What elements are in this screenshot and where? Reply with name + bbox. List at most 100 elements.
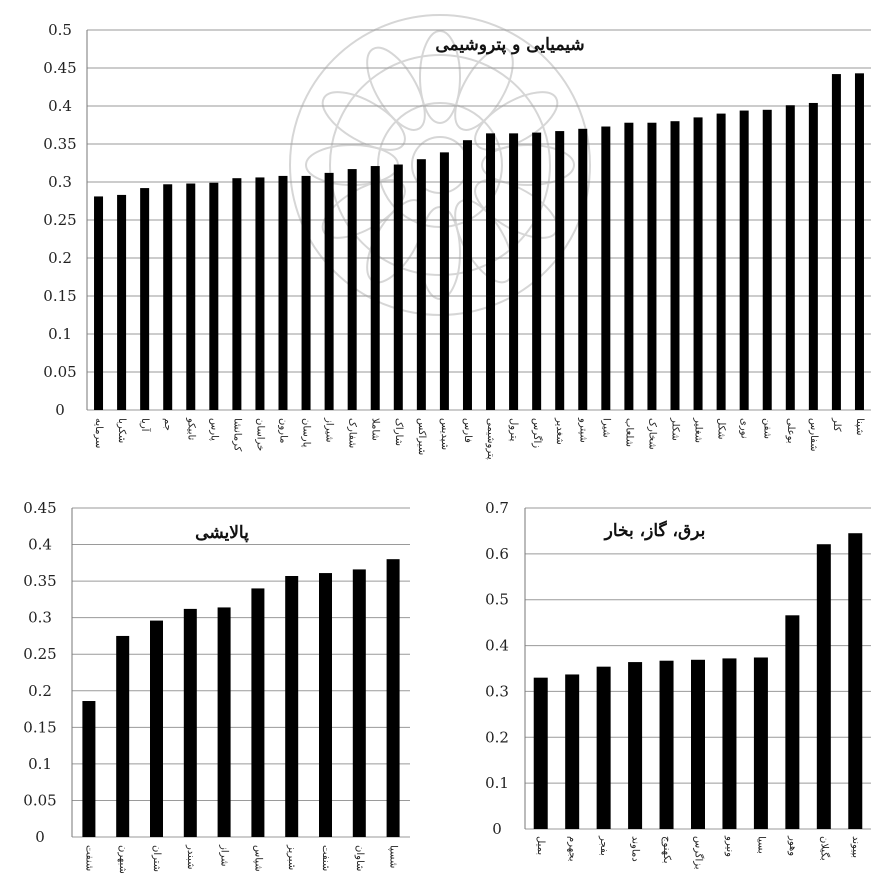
y-tick-label: 0.5 xyxy=(48,21,72,39)
x-category-label: بکهنوج xyxy=(661,836,672,864)
bar xyxy=(117,194,127,410)
x-category-label: شغدیر xyxy=(554,417,565,445)
bar xyxy=(533,677,548,829)
bar xyxy=(439,152,449,411)
x-category-label: ونیرو xyxy=(724,835,735,857)
watermark-petal xyxy=(454,46,514,131)
chart-title: شیمیایی و پتروشیمی xyxy=(435,35,584,55)
y-tick-label: 0.1 xyxy=(48,325,72,343)
y-tick-label: 0.15 xyxy=(43,287,76,305)
bar xyxy=(370,166,380,410)
x-category-label: شلعاب xyxy=(623,418,634,447)
watermark-petal xyxy=(321,91,406,151)
bar xyxy=(140,188,150,410)
x-category-label: شپدیس xyxy=(439,418,450,450)
watermark-petal xyxy=(419,30,461,124)
x-category-label: بوعلی xyxy=(785,418,796,444)
bar xyxy=(753,657,768,829)
x-category-label: سرمایه xyxy=(93,418,104,448)
bar xyxy=(462,140,472,410)
x-category-label: وهور xyxy=(787,835,798,856)
x-category-label: شیراز xyxy=(324,417,335,443)
bar xyxy=(251,588,265,837)
bar xyxy=(831,74,841,410)
bar xyxy=(848,533,863,829)
bar xyxy=(278,175,288,410)
bar xyxy=(150,620,163,837)
x-category-label: شکربا xyxy=(116,418,127,443)
bar xyxy=(486,133,496,411)
x-category-label: شیرا xyxy=(600,418,611,438)
bar xyxy=(716,113,726,410)
bar xyxy=(352,569,366,837)
y-tick-label: 0.7 xyxy=(485,499,509,517)
y-tick-label: 0.2 xyxy=(28,682,52,700)
bar xyxy=(601,126,611,411)
bar xyxy=(255,177,265,410)
x-category-label: شغلیر xyxy=(693,417,704,443)
x-category-label: شپترو xyxy=(577,417,588,443)
bar xyxy=(116,635,130,837)
x-category-label: شکلر xyxy=(670,417,681,441)
y-tick-label: 0.5 xyxy=(485,591,509,609)
bar xyxy=(647,122,657,410)
x-category-label: بسیا xyxy=(755,836,766,854)
x-category-label: شنفت xyxy=(320,845,331,871)
bar xyxy=(532,132,542,410)
x-category-label: شبریز xyxy=(286,844,297,870)
bar xyxy=(722,658,737,829)
x-category-label: جم xyxy=(162,418,173,431)
y-tick-label: 0.2 xyxy=(485,728,509,746)
x-category-label: شبهرن xyxy=(117,845,128,874)
bar xyxy=(628,662,643,829)
x-category-label: شسپا xyxy=(388,845,399,868)
x-category-label: پترول xyxy=(508,418,519,442)
x-category-label: کرمانشا xyxy=(231,418,242,452)
bar xyxy=(386,559,400,837)
x-category-label: مارون xyxy=(278,418,289,443)
x-category-label: بگیلان xyxy=(818,836,830,861)
y-tick-label: 0.25 xyxy=(23,645,56,663)
x-category-label: نوری xyxy=(739,418,750,439)
y-tick-label: 0 xyxy=(55,401,65,419)
bar xyxy=(691,659,705,829)
y-tick-label: 0.35 xyxy=(43,135,76,153)
bar xyxy=(416,159,426,410)
x-category-label: شپاس xyxy=(252,845,263,872)
bar xyxy=(659,660,674,829)
watermark-petal xyxy=(481,144,575,186)
bar xyxy=(324,172,334,410)
bar xyxy=(94,196,104,410)
x-category-label: شخارک xyxy=(646,418,657,450)
x-category-label: پتروشیمی xyxy=(485,418,496,460)
y-tick-label: 0.3 xyxy=(28,609,52,627)
x-category-label: کلر xyxy=(831,417,842,432)
bar xyxy=(393,164,403,410)
bar xyxy=(785,615,800,829)
chart-power: 0 0.1 0.2 0.3 0.4 0.5 0.6 0.7 بمیل بجهرم بفجر دماون… xyxy=(485,499,871,870)
x-category-label: شکل xyxy=(716,418,727,439)
x-category-label: شفارک xyxy=(347,418,358,448)
bar xyxy=(183,608,197,837)
bar xyxy=(509,133,519,411)
x-category-label: شاوان xyxy=(354,845,365,871)
watermark-petal xyxy=(366,46,426,131)
y-tick-label: 0.1 xyxy=(485,774,509,792)
bar xyxy=(596,666,611,829)
bar xyxy=(232,178,242,410)
chart-title: برق، گاز، بخار xyxy=(603,520,706,541)
chart-chemical: 0 0.05 0.1 0.15 0.2 0.25 0.3 0.35 0.4 0.45 0.5 سرما… xyxy=(43,21,871,460)
bar xyxy=(301,175,311,410)
x-category-label: شیراکس xyxy=(416,418,427,455)
y-tick-label: 0.1 xyxy=(28,755,52,773)
bar xyxy=(163,184,173,410)
x-category-label: پارس xyxy=(208,418,219,441)
y-tick-label: 0 xyxy=(492,820,502,838)
bar xyxy=(578,128,588,411)
x-category-label: شاراک xyxy=(393,418,404,446)
x-category-label: دماوند xyxy=(630,836,641,862)
bar xyxy=(739,110,749,410)
bar xyxy=(319,573,332,837)
x-category-label: تابیکو xyxy=(185,417,196,441)
